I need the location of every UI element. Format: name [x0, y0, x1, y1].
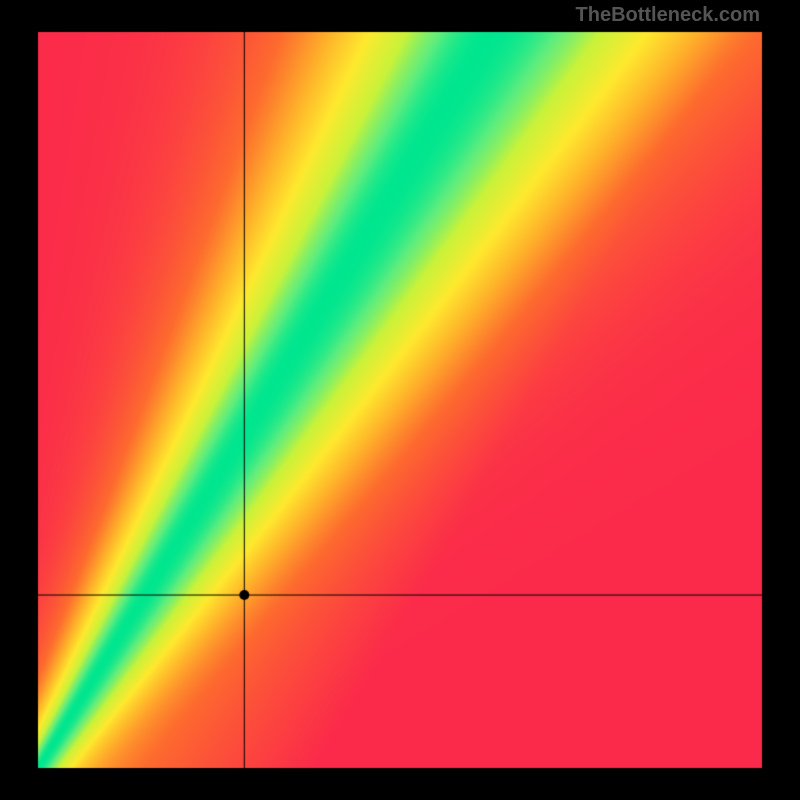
watermark-text: TheBottleneck.com: [576, 4, 760, 27]
bottleneck-heatmap-canvas: [0, 0, 800, 800]
chart-container: TheBottleneck.com: [0, 0, 800, 800]
